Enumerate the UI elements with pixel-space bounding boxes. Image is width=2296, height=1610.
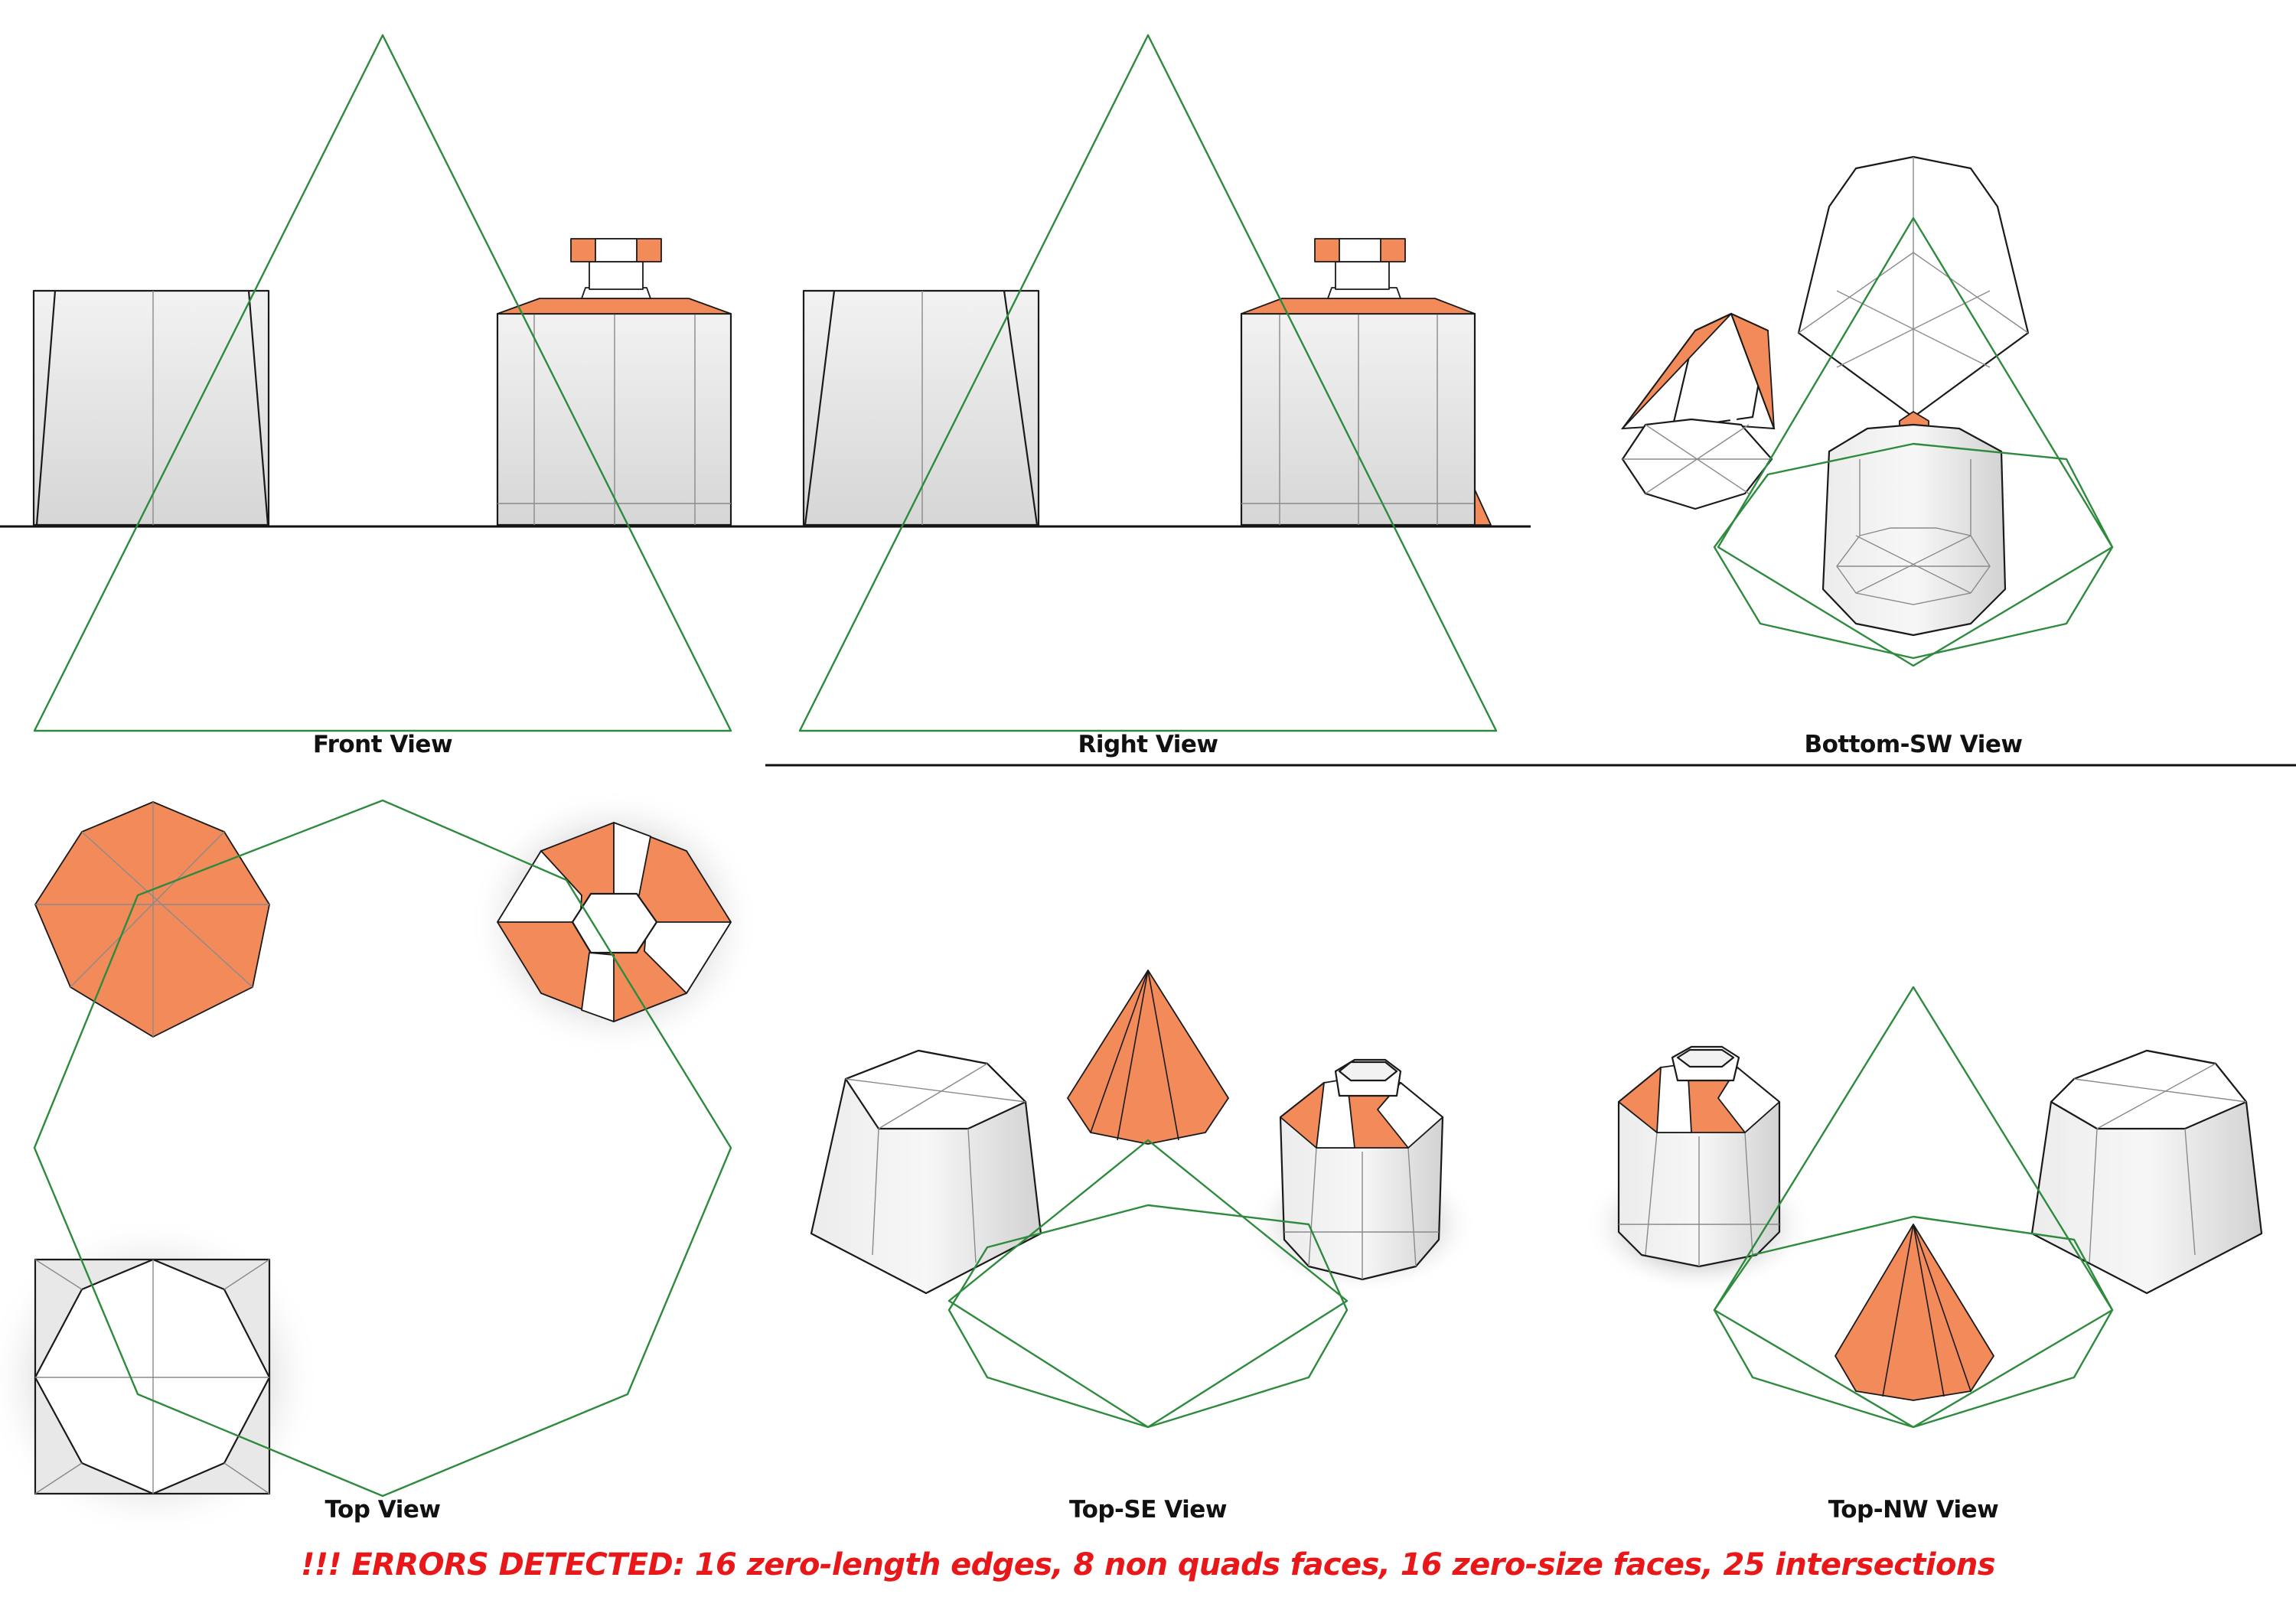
error-banner: !!! ERRORS DETECTED: 16 zero-length edge… (301, 1547, 1995, 1582)
top-se-view (810, 970, 1477, 1429)
top-square-octagon (0, 1217, 321, 1538)
top-ring-octagon (468, 788, 759, 1056)
top-nw-view-label: Top-NW View (1828, 1496, 1999, 1524)
bsw-guide-octagon (1713, 442, 2114, 660)
front-view (32, 34, 732, 732)
right-guide-triangle (798, 34, 1498, 732)
bsw-tapered-prism (1797, 155, 2030, 419)
se-cone (1067, 970, 1229, 1145)
front-capped-cylinder (496, 238, 732, 526)
front-tapered-prism (32, 289, 270, 526)
se-tapered-prism (810, 1049, 1042, 1295)
front-guide-triangle (33, 34, 732, 732)
nw-tapered-prism (2030, 1049, 2263, 1295)
bottom-sw-view-label: Bottom-SW View (1804, 731, 2023, 758)
top-guide-decagon (33, 799, 732, 1498)
top-cone-octagon (34, 801, 270, 1038)
right-tapered-prism (802, 289, 1040, 526)
top-view (0, 788, 759, 1538)
nw-capped-cylinder (1584, 1045, 1814, 1293)
bottom-sw-view (1620, 155, 2114, 667)
se-capped-cylinder (1247, 1058, 1477, 1293)
top-view-label: Top View (325, 1496, 441, 1524)
top-nw-view (1584, 986, 2263, 1429)
nw-guide-octagon (1713, 1215, 2114, 1429)
right-capped-cylinder (1240, 238, 1492, 526)
nw-cone (1835, 1224, 1994, 1401)
bsw-guide-diamond (1717, 217, 2114, 667)
front-view-label: Front View (312, 731, 453, 758)
right-view-label: Right View (1078, 731, 1218, 758)
se-guide-octagon (947, 1204, 1349, 1429)
top-se-view-label: Top-SE View (1069, 1496, 1227, 1524)
right-view (798, 34, 1498, 732)
bsw-cone (1620, 312, 1776, 510)
bsw-capped-cylinder (1821, 411, 2007, 637)
